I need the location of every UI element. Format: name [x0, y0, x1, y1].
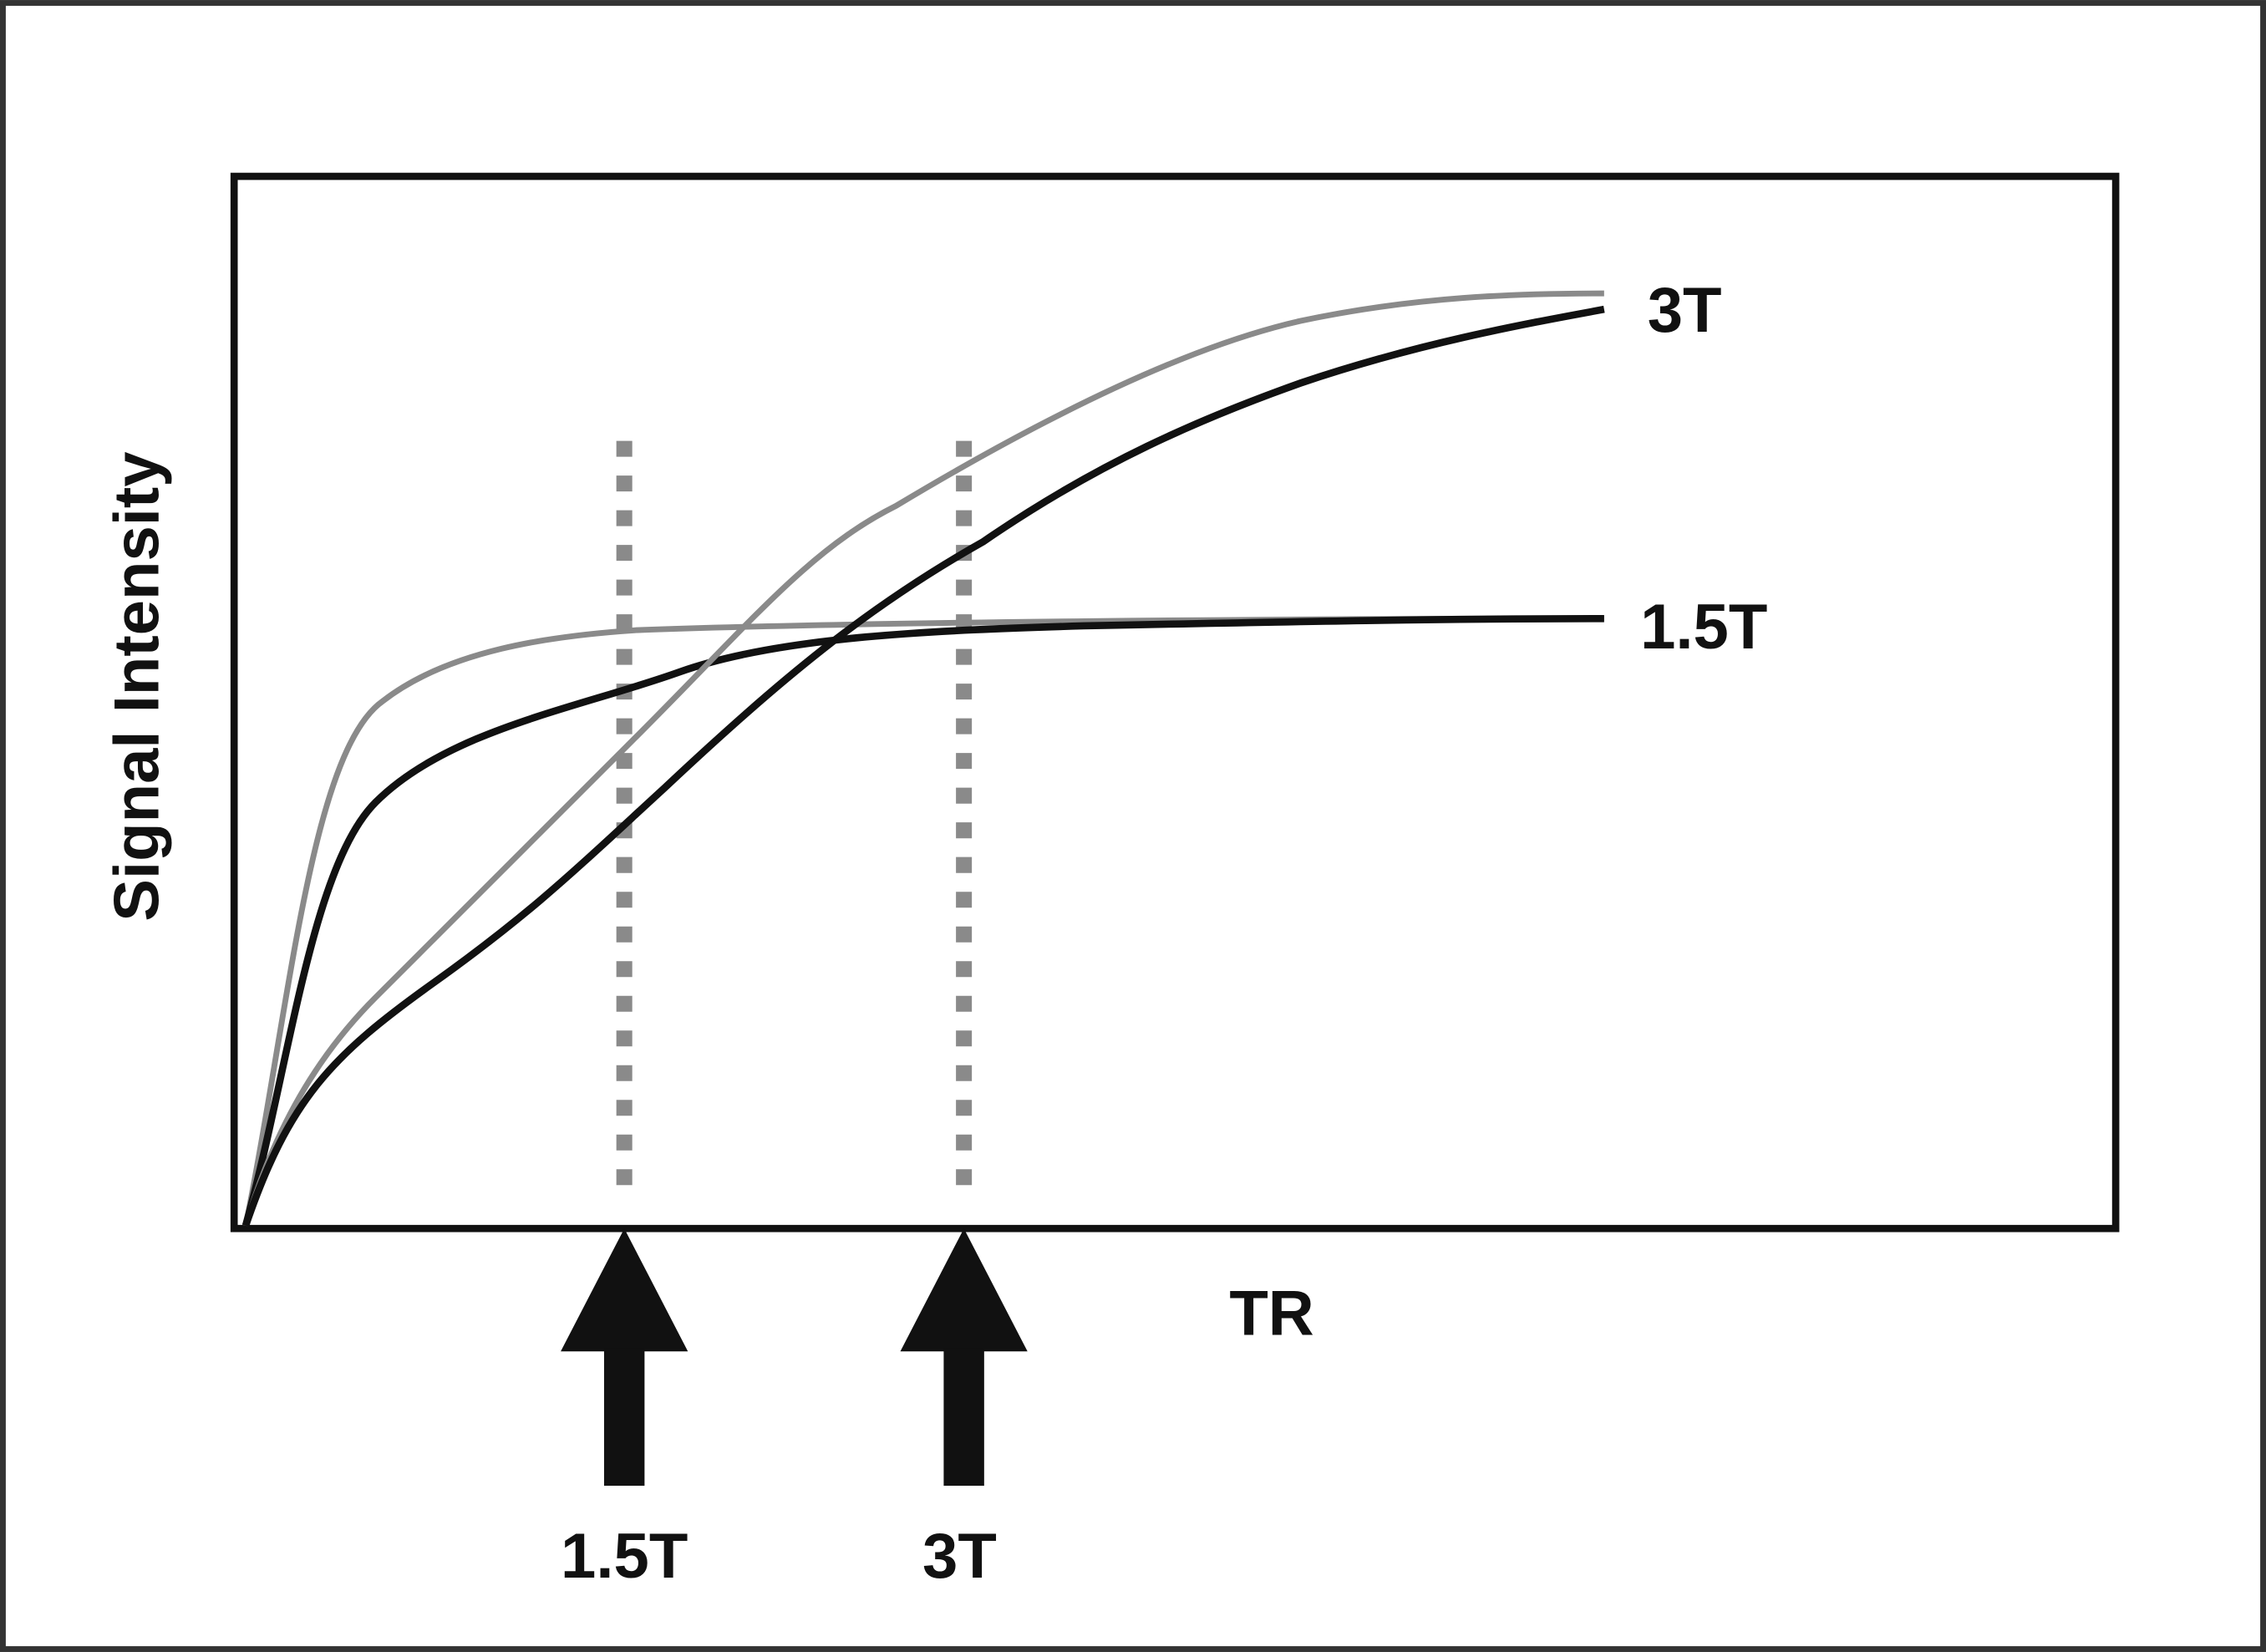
x-axis-label: TR	[1229, 1278, 1313, 1350]
arrow-shaft	[603, 1348, 645, 1487]
arrow-head	[900, 1228, 1028, 1352]
curve	[241, 614, 1604, 1227]
y-axis-label: Signal Intensity	[102, 451, 173, 921]
plot-frame	[230, 172, 2120, 1233]
arrow-label: 1.5T	[561, 1521, 688, 1592]
curve	[242, 290, 1604, 1227]
arrow-label: 3T	[922, 1521, 997, 1592]
curve-label: 1.5T	[1640, 592, 1767, 663]
curve	[241, 305, 1605, 1228]
arrow-shaft	[943, 1348, 984, 1487]
curve-label: 3T	[1648, 275, 1722, 346]
arrow-head	[561, 1228, 688, 1352]
